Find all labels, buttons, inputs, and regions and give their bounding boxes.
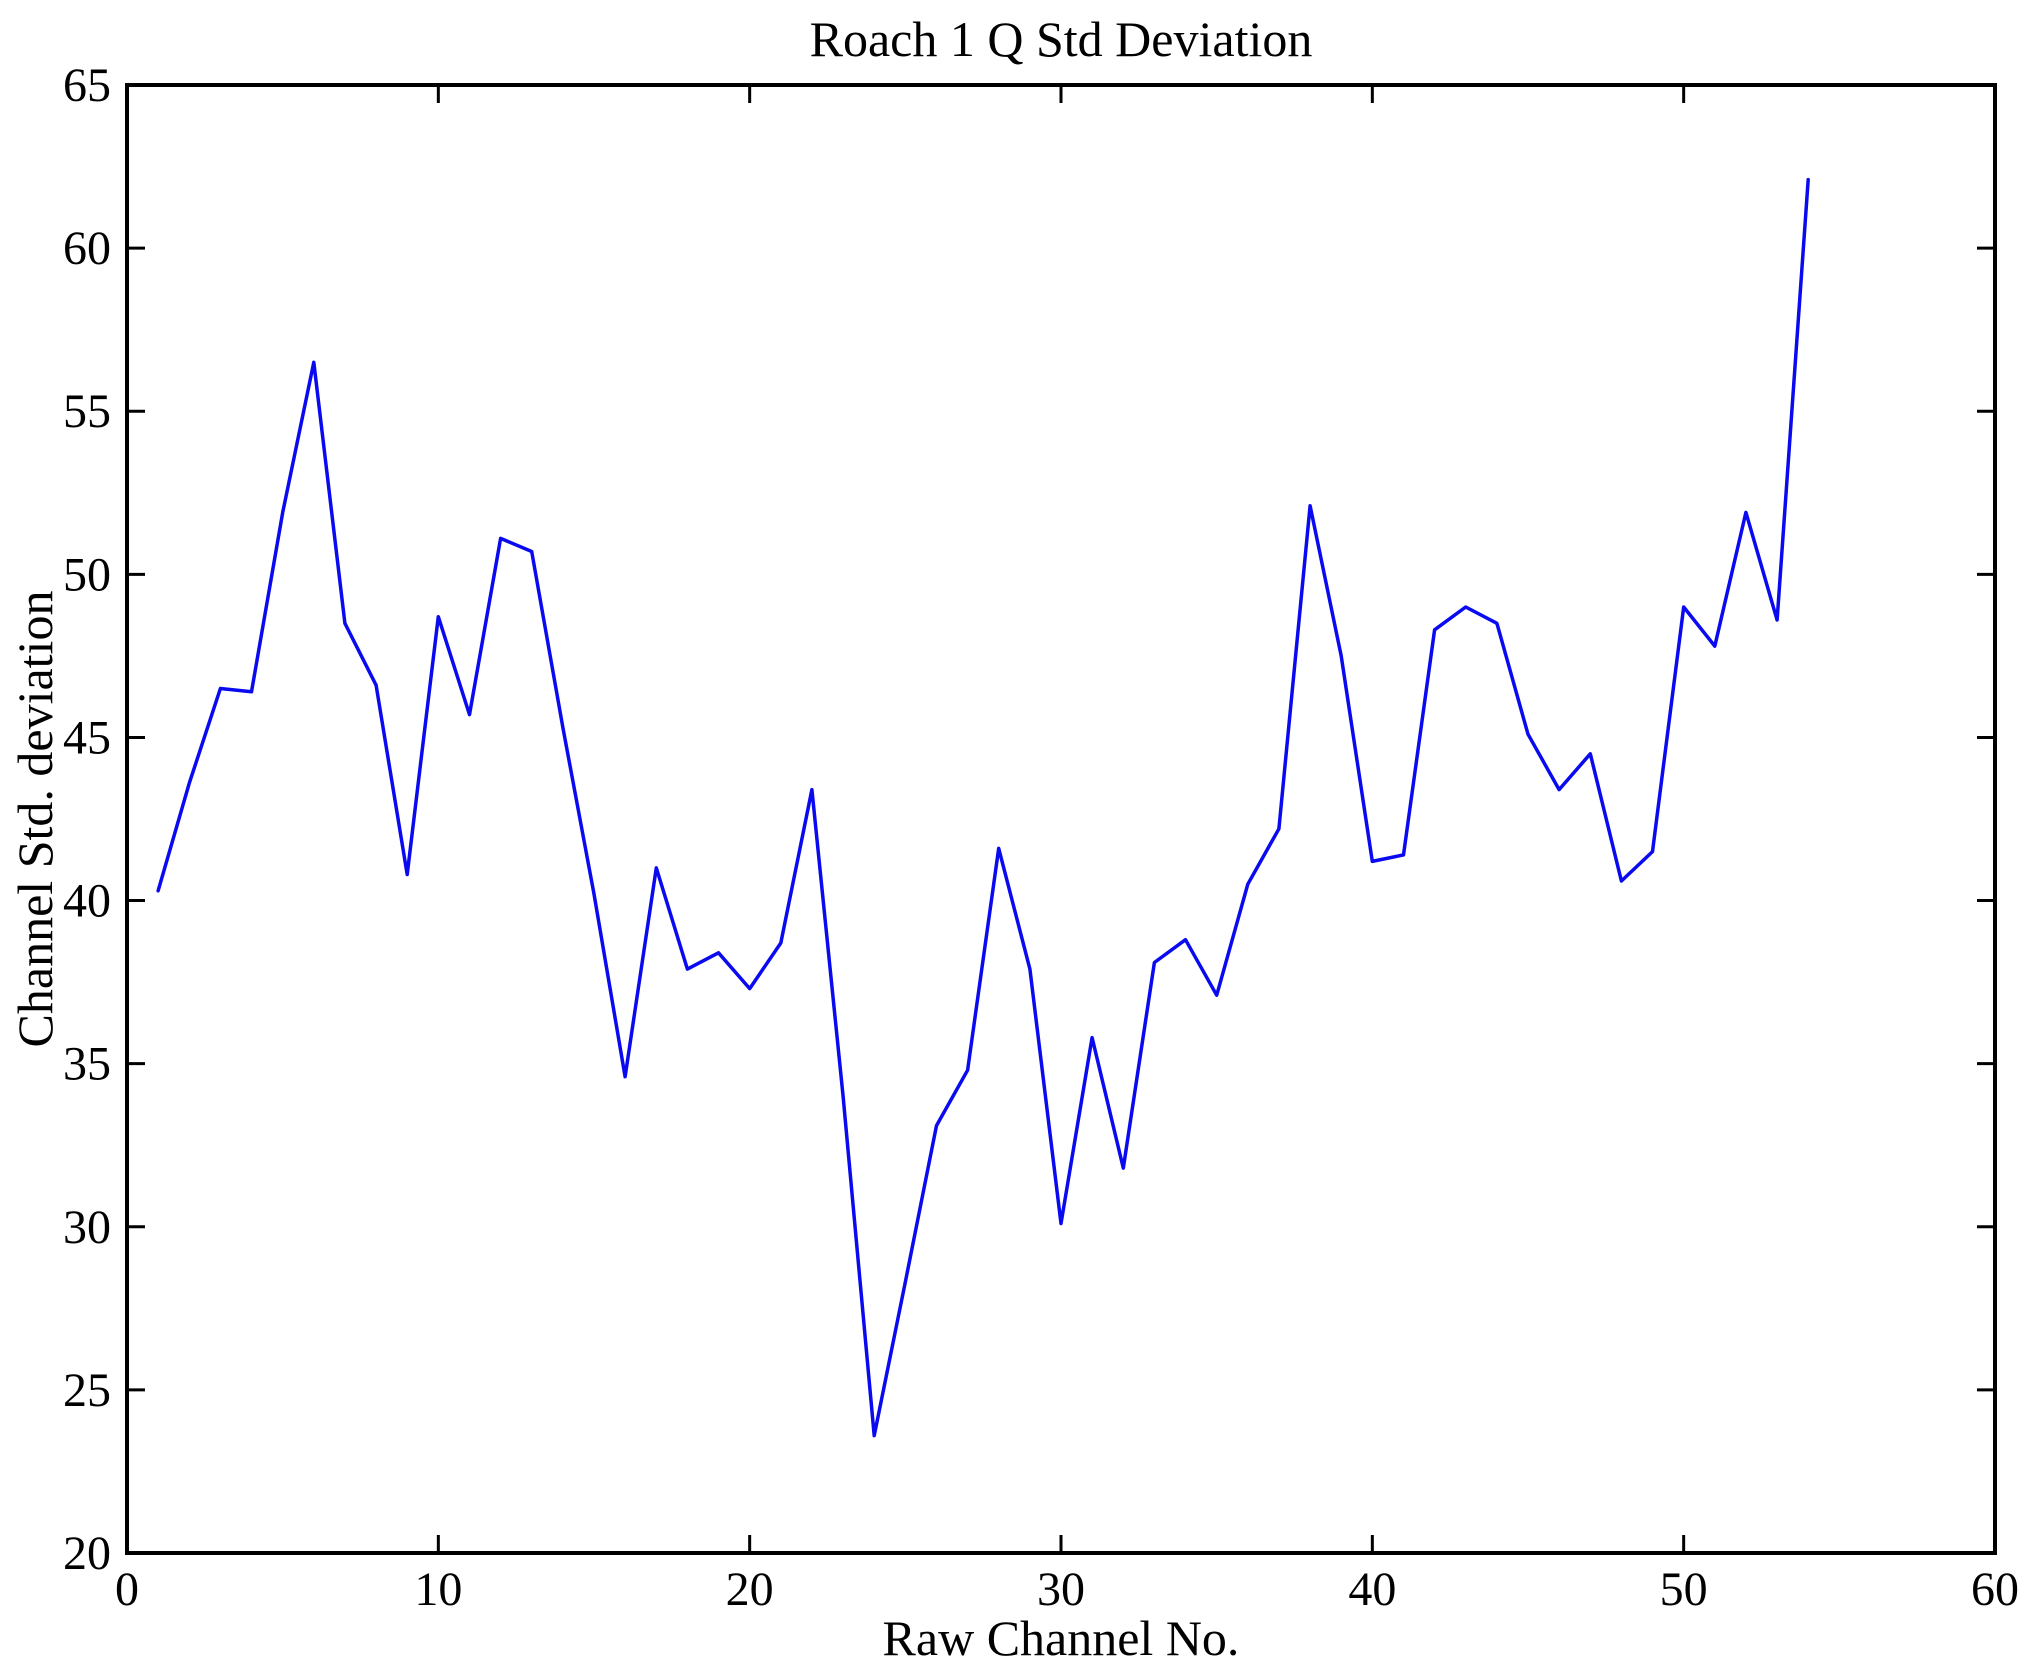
y-tick-label: 50 (63, 548, 111, 601)
y-tick-label: 25 (63, 1364, 111, 1417)
x-tick-label: 40 (1348, 1563, 1396, 1616)
axes-box (125, 83, 1997, 1555)
x-tick-label: 50 (1660, 1563, 1708, 1616)
x-tick-label: 0 (115, 1563, 139, 1616)
x-tick-label: 30 (1037, 1563, 1085, 1616)
x-tick-label: 10 (414, 1563, 462, 1616)
y-tick-label: 55 (63, 385, 111, 438)
y-axis-label: Channel Std. deviation (7, 591, 63, 1048)
x-tick-label: 20 (726, 1563, 774, 1616)
y-tick-label: 65 (63, 59, 111, 112)
chart-title: Roach 1 Q Std Deviation (809, 11, 1313, 67)
y-tick-label: 20 (63, 1527, 111, 1580)
series-line (156, 177, 1810, 1438)
y-tick-label: 60 (63, 222, 111, 275)
x-tick-label: 60 (1971, 1563, 2019, 1616)
y-tick-label: 45 (63, 711, 111, 764)
y-tick-label: 35 (63, 1038, 111, 1091)
y-tick-label: 30 (63, 1201, 111, 1254)
x-axis-label: Raw Channel No. (883, 1610, 1240, 1666)
y-tick-label: 40 (63, 875, 111, 928)
